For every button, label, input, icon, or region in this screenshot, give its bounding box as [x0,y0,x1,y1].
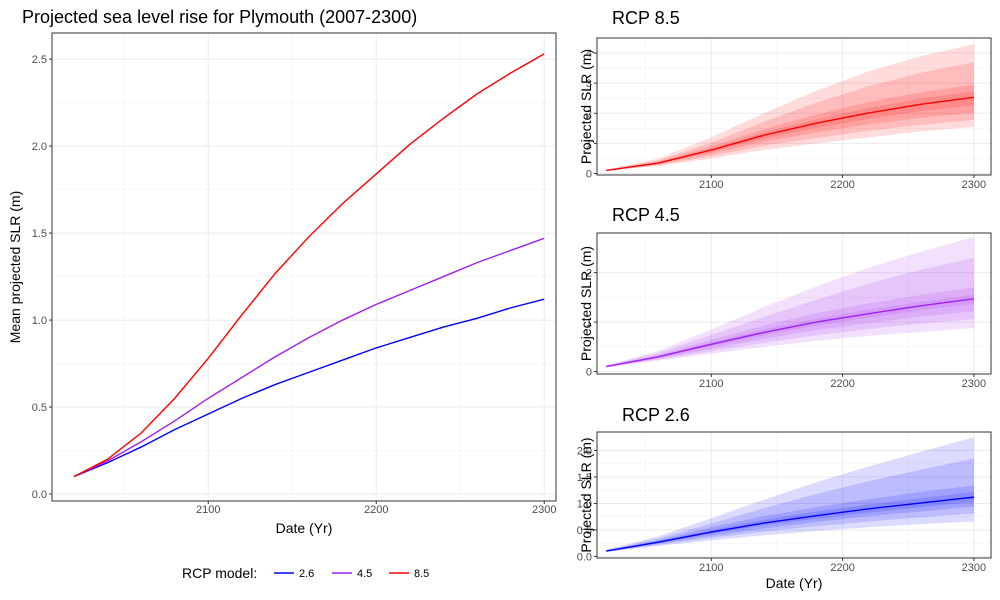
legend-label-8.5: 8.5 [414,568,429,580]
rcp26-x-tick-label: 2300 [962,562,986,574]
rcp85-panel-border [596,37,992,176]
main-x-tick-label: 2200 [364,504,388,516]
legend-title: RCP model: [182,565,257,581]
rcp26-chart-title: RCP 2.6 [622,405,690,425]
main-y-tick-label: 1.0 [32,315,47,327]
rcp26-y-tick-label: 1.0 [577,498,592,510]
rcp85-y-tick-label: 3 [586,78,592,90]
rcp26-x-tick-label: 2200 [830,562,854,574]
rcp45-x-tick-label: 2200 [830,378,854,390]
rcp26-y-tick-label: 2.0 [577,446,592,458]
rcp26-uncertainty-band-2 [606,458,974,552]
main-y-tick-label: 2.0 [32,141,47,153]
rcp26-y-tick-label: 0.5 [577,525,592,537]
legend-label-4.5: 4.5 [357,568,372,580]
main-y-axis-label: Mean projected SLR (m) [7,191,23,344]
main-x-tick-label: 2300 [532,504,556,516]
rcp85-uncertainty-band-3 [606,84,974,171]
main-series-line-2.6 [73,298,545,478]
main-panel-border [51,32,557,502]
rcp85-y-tick-label: 2 [586,108,592,120]
rcp85-x-tick-label: 2200 [830,179,854,191]
main-y-tick-label: 0.5 [32,402,47,414]
rcp26-uncertainty-band-1 [606,437,974,553]
rcp85-x-tick-label: 2100 [699,179,723,191]
rcp85-y-tick-label: 0 [586,168,592,180]
rcp45-y-tick-label: 1 [586,317,592,329]
rcp85-x-tick-label: 2300 [962,179,986,191]
rcp26-y-tick-label: 1.5 [577,472,592,484]
rcp26-y-axis-label: Projected SLR (m) [578,437,594,552]
rcp45-panel-border [596,232,992,375]
main-plot-background [52,33,556,501]
rcp45-uncertainty-band-1 [606,236,974,368]
rcp45-x-tick-label: 2300 [962,378,986,390]
main-y-tick-label: 2.5 [32,54,47,66]
rcp85-plot-background [597,38,991,175]
main-series-line-8.5 [73,53,545,478]
rcp26-y-tick-label: 0.0 [577,551,592,563]
rcp85-y-axis-label: Projected SLR (m) [578,49,594,164]
rcp26-panel-border [596,431,992,559]
main-y-tick-label: 1.5 [32,228,47,240]
rcp45-x-tick-label: 2100 [699,378,723,390]
rcp85-uncertainty-band-1 [606,44,974,172]
main-series-line-4.5 [73,237,545,478]
main-chart-title: Projected sea level rise for Plymouth (2… [22,7,417,27]
rcp85-mean-line [606,96,975,172]
main-x-axis-label: Date (Yr) [276,520,333,536]
main-x-tick-label: 2100 [196,504,220,516]
legend-label-2.6: 2.6 [299,568,314,580]
rcp45-y-tick-label: 2 [586,268,592,280]
rcp45-chart-title: RCP 4.5 [612,205,680,225]
rcp45-y-tick-label: 0 [586,367,592,379]
rcp26-x-axis-label: Date (Yr) [766,575,823,591]
rcp45-mean-line [606,298,975,368]
rcp45-uncertainty-band-2 [606,257,974,368]
rcp26-plot-background [597,432,991,558]
rcp85-y-tick-label: 4 [586,48,592,60]
rcp26-mean-line [606,496,975,552]
main-y-tick-label: 0.0 [32,489,47,501]
rcp85-y-tick-label: 1 [586,138,592,150]
rcp85-uncertainty-band-2 [606,62,974,171]
rcp45-plot-background [597,233,991,374]
rcp26-x-tick-label: 2100 [699,562,723,574]
rcp45-y-axis-label: Projected SLR (m) [578,246,594,361]
rcp45-uncertainty-band-4 [606,294,974,367]
rcp85-chart-title: RCP 8.5 [612,8,680,28]
